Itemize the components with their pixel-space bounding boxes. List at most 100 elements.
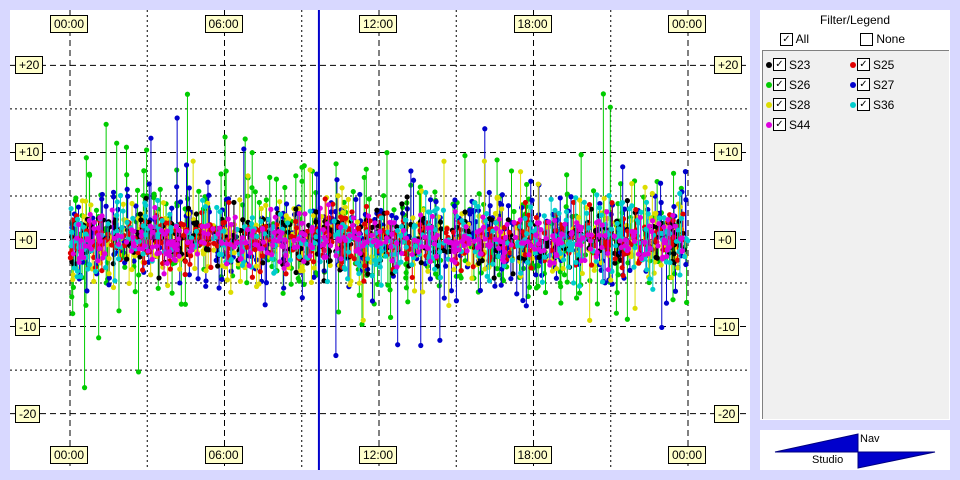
- data-point: [237, 278, 243, 284]
- data-point: [174, 184, 180, 190]
- data-point: [174, 115, 180, 121]
- data-point: [560, 265, 566, 272]
- data-point: [458, 227, 464, 233]
- data-point: [655, 243, 661, 249]
- data-point: [93, 268, 99, 275]
- data-point: [395, 342, 401, 348]
- data-point: [160, 200, 167, 206]
- data-point: [596, 218, 602, 224]
- data-point: [347, 232, 353, 239]
- data-point: [114, 199, 120, 205]
- data-point: [110, 189, 117, 195]
- data-point: [281, 285, 287, 291]
- data-point: [167, 266, 174, 272]
- data-point: [187, 261, 193, 267]
- data-point: [345, 249, 352, 255]
- data-point: [501, 263, 507, 269]
- data-point: [325, 202, 332, 208]
- data-point: [140, 251, 146, 257]
- data-point: [122, 264, 128, 270]
- data-point: [117, 192, 124, 199]
- data-point: [608, 226, 615, 232]
- data-point: [199, 197, 206, 203]
- data-point: [155, 197, 161, 204]
- data-point: [591, 267, 597, 273]
- data-point: [636, 260, 642, 266]
- data-point: [608, 277, 614, 283]
- data-point: [369, 232, 375, 238]
- data-point: [568, 194, 574, 200]
- data-point: [284, 261, 291, 268]
- data-point: [203, 278, 209, 284]
- data-point: [657, 180, 664, 186]
- data-point: [561, 272, 568, 278]
- data-point: [302, 211, 308, 217]
- data-point: [130, 215, 136, 221]
- data-point: [115, 232, 121, 239]
- data-point: [321, 234, 327, 240]
- data-point: [552, 207, 558, 213]
- scatter-plot[interactable]: [10, 10, 750, 470]
- data-point: [328, 209, 334, 215]
- data-point: [211, 247, 217, 253]
- data-point: [398, 224, 404, 230]
- data-point: [142, 200, 148, 206]
- data-point: [493, 220, 499, 226]
- data-point: [124, 219, 130, 226]
- data-point: [143, 147, 150, 153]
- data-point: [254, 283, 260, 290]
- data-point: [670, 212, 676, 219]
- data-point: [563, 204, 569, 210]
- data-point: [214, 204, 220, 211]
- data-point: [520, 265, 527, 272]
- data-point: [614, 220, 620, 227]
- data-point: [466, 240, 472, 247]
- data-point: [203, 268, 209, 274]
- data-point: [216, 285, 222, 291]
- data-point: [176, 253, 182, 259]
- data-point: [458, 267, 464, 274]
- data-point: [539, 272, 545, 278]
- data-point: [544, 243, 550, 249]
- data-point: [126, 280, 132, 287]
- data-point: [76, 259, 82, 265]
- data-point: [248, 221, 255, 227]
- data-point: [345, 276, 351, 282]
- data-point: [83, 155, 89, 161]
- data-point: [590, 188, 597, 194]
- data-point: [421, 207, 427, 213]
- data-point: [621, 206, 628, 212]
- data-point: [553, 275, 559, 281]
- data-point: [499, 206, 505, 212]
- data-point: [249, 274, 256, 280]
- data-point: [205, 222, 211, 229]
- data-point: [609, 281, 615, 287]
- data-point: [593, 254, 599, 260]
- data-point: [418, 260, 424, 266]
- data-point: [557, 195, 563, 201]
- plot-panel[interactable]: 00:00 00:00 06:00 06:00 12:00 12:00 18:00 18:00…: [10, 10, 750, 470]
- data-point: [517, 169, 524, 175]
- data-point: [481, 224, 487, 230]
- data-point: [254, 233, 260, 240]
- data-point: [605, 250, 611, 257]
- data-point: [249, 215, 255, 221]
- data-point: [548, 196, 554, 202]
- data-point: [672, 223, 679, 229]
- data-point: [327, 243, 334, 249]
- data-point: [394, 228, 401, 234]
- data-point: [658, 199, 664, 206]
- data-point: [541, 247, 547, 254]
- data-point: [185, 239, 191, 246]
- data-point: [452, 197, 458, 203]
- data-point: [356, 292, 362, 298]
- data-point: [394, 264, 400, 270]
- data-point: [387, 287, 393, 293]
- data-point: [571, 199, 577, 205]
- data-point: [432, 189, 438, 195]
- data-point: [403, 285, 410, 291]
- data-point: [569, 229, 575, 235]
- data-point: [256, 199, 262, 206]
- data-point: [308, 279, 315, 286]
- data-point: [186, 185, 192, 191]
